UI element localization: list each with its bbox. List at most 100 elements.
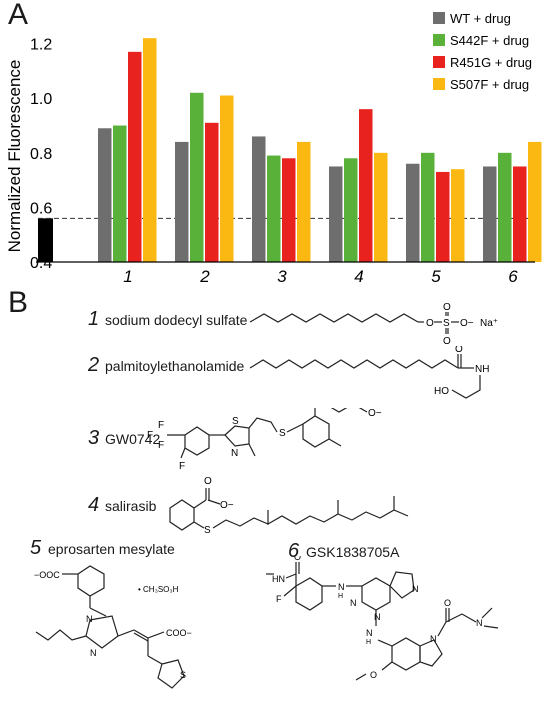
x-tick-label: 1 <box>123 267 132 286</box>
bar-r451g-1 <box>128 51 142 262</box>
atom-label: O− <box>220 500 234 511</box>
bar-s442f-6 <box>498 152 512 262</box>
structure-pea: O NH HO <box>249 346 489 399</box>
compound-row-3: 3 GW0742 <box>0 427 550 457</box>
atom-label: HO <box>434 386 449 397</box>
legend-swatch <box>433 78 445 90</box>
bar-s442f-2 <box>190 92 204 262</box>
compound-name: eprosarten mesylate <box>48 541 175 557</box>
structure-salirasib: O O− S <box>169 476 409 536</box>
y-tick-label: 1.0 <box>30 91 52 108</box>
bar-r451g-6 <box>513 166 527 262</box>
bar-r451g-3 <box>282 158 296 262</box>
y-tick-label: 1.2 <box>30 37 52 54</box>
bar-wt-2 <box>175 141 189 262</box>
atom-label: N <box>90 648 97 658</box>
atom-label: S <box>232 416 239 427</box>
atom-label: N <box>412 584 419 594</box>
x-axis: 1 2 3 4 5 6 <box>36 261 535 286</box>
x-tick-label: 4 <box>354 267 363 286</box>
compound-number: 1 <box>88 308 100 330</box>
legend-swatch <box>433 12 445 24</box>
bar-s507f-3 <box>297 141 311 262</box>
atom-label: F <box>179 461 185 472</box>
legend-swatch <box>433 34 445 46</box>
compound-name: sodium dodecyl sulfate <box>105 312 248 328</box>
bar-s507f-5 <box>451 169 465 262</box>
y-axis-title: Normalized Fluorescence <box>5 60 24 253</box>
bar-s442f-5 <box>421 152 435 262</box>
bar-s507f-2 <box>220 95 234 262</box>
x-tick-label: 2 <box>199 267 210 286</box>
panel-label-a: A <box>8 0 29 31</box>
atom-label: N <box>338 582 345 592</box>
atom-label: N <box>374 612 381 622</box>
legend-label: S442F + drug <box>450 33 529 48</box>
bar-wt-6 <box>483 166 497 262</box>
structure-gw0742: F F F F S N S O O O− <box>147 408 382 472</box>
atom-label: S <box>443 318 450 329</box>
bar-s442f-3 <box>267 155 281 262</box>
compound-name: salirasib <box>105 498 157 514</box>
atom-label: O <box>317 408 325 411</box>
structure-eprosarten: −OOC • CH₃SO₃H N N COO− S <box>34 565 192 689</box>
bars <box>38 38 542 263</box>
atom-label: O <box>455 346 463 355</box>
bar-s507f-1 <box>143 38 157 263</box>
x-tick-label: 5 <box>431 267 441 286</box>
bar-s507f-4 <box>374 152 388 262</box>
atom-label: −OOC <box>34 570 60 580</box>
legend-label: S507F + drug <box>450 77 529 92</box>
atom-label: O <box>370 670 377 680</box>
atom-label: • CH₃SO₃H <box>138 585 179 594</box>
atom-label: N <box>86 614 93 624</box>
atom-label: N <box>476 618 483 628</box>
compound-number: 3 <box>88 427 100 449</box>
x-tick-label: 3 <box>277 267 287 286</box>
atom-label: N <box>366 628 373 638</box>
legend-label: WT + drug <box>450 11 511 26</box>
compound-number: 5 <box>30 537 42 559</box>
legend: WT + drug S442F + drug R451G + drug S507F +… <box>433 11 532 92</box>
atom-label: F <box>147 430 153 441</box>
bar-wt-5 <box>406 163 420 262</box>
atom-label: O <box>444 598 451 608</box>
compound-name: GSK1838705A <box>306 544 400 560</box>
atom-label: F <box>276 594 282 604</box>
atom-label: HN <box>272 574 285 584</box>
compound-number: 2 <box>88 354 100 376</box>
legend-swatch <box>433 56 445 68</box>
compound-name: GW0742 <box>105 431 161 447</box>
atom-label: COO− <box>166 628 192 638</box>
structure-gsk1838705a: HN O F N H N N N N H N O N O <box>266 556 499 681</box>
compound-row-6: 6 GSK1838705A <box>268 540 468 570</box>
atom-label: H <box>338 593 343 600</box>
atom-label: S <box>204 525 211 536</box>
bar-r451g-4 <box>359 109 373 262</box>
atom-label: Na⁺ <box>480 318 498 329</box>
atom-label: H <box>366 639 371 646</box>
bar-s507f-6 <box>528 141 542 262</box>
atom-label: O <box>204 476 212 487</box>
atom-label: O <box>294 556 301 562</box>
atom-label: O <box>443 302 451 313</box>
structure-sds: O S O O O− Na⁺ <box>249 302 498 347</box>
compound-row-4: 4 salirasib <box>0 494 550 524</box>
bar-wt-3 <box>252 136 266 262</box>
bar-r451g-5 <box>436 171 450 262</box>
atom-label: O− <box>368 408 382 419</box>
compound-number: 4 <box>88 494 100 516</box>
atom-label: O− <box>460 318 474 329</box>
compound-name: palmitoylethanolamide <box>105 358 245 374</box>
bar-wt-4 <box>329 166 343 262</box>
atom-label: S <box>279 428 286 439</box>
atom-label: N <box>430 634 437 644</box>
bar-s442f-4 <box>344 158 358 262</box>
atom-label: O <box>443 336 451 347</box>
compound-number: 6 <box>288 540 300 562</box>
y-tick-label: 0.6 <box>30 200 52 217</box>
y-tick-label: 0.8 <box>30 146 52 163</box>
bar-r451g-2 <box>205 122 219 262</box>
compound-row-2: 2 palmitoylethanolamide <box>0 354 550 384</box>
